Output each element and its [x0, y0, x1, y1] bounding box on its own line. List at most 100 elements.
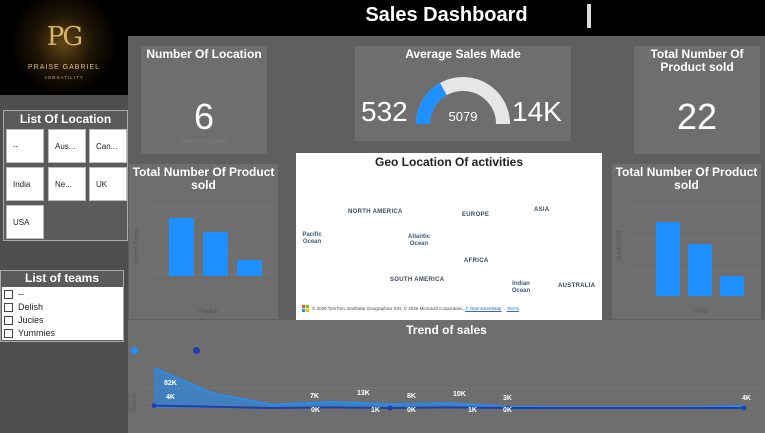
map-label-australia: AUSTRALIA — [558, 283, 596, 289]
trend-point[interactable] — [387, 405, 393, 411]
kpi-products-value: 22 — [676, 96, 718, 137]
kpi-location-card[interactable]: Number Of Location 6 Count of Location — [141, 46, 267, 154]
team-option[interactable]: Jucies — [4, 314, 44, 326]
location-tile[interactable]: Aus... — [48, 129, 86, 163]
bar[interactable] — [720, 276, 744, 296]
location-slicer-title: List Of Location — [19, 112, 112, 126]
checkbox[interactable] — [4, 289, 13, 299]
location-tile[interactable]: -- — [6, 129, 44, 163]
trend-data-label: 3K — [503, 395, 512, 402]
legend-dot-series-1 — [131, 347, 138, 354]
trend-point[interactable] — [151, 403, 157, 408]
team-label: Jucies — [18, 315, 44, 325]
map-label-europe: EUROPE — [462, 212, 490, 218]
trend-data-label: 10K — [453, 391, 466, 398]
trend-data-label: 1K — [468, 407, 477, 414]
microsoft-logo-icon — [302, 305, 309, 312]
kpi-location-sub: Count of Location — [180, 139, 228, 145]
location-tile[interactable]: India — [6, 167, 44, 201]
spid-chart-title: Total Number Of Product sold — [615, 165, 758, 192]
teams-slicer: List of teams -- Delish Jucies Yummies — [0, 270, 124, 342]
gauge-fill — [416, 82, 448, 125]
gauge-min: 532 — [361, 96, 408, 127]
trend-data-label: 1K — [371, 407, 380, 414]
spid-chart-plot — [632, 205, 758, 296]
team-label: -- — [18, 289, 24, 299]
header-bar — [128, 0, 765, 36]
bar[interactable] — [169, 218, 194, 276]
map-label-africa: AFRICA — [464, 258, 489, 264]
location-tile[interactable]: USA — [6, 205, 44, 239]
region-chart-plot — [147, 205, 275, 276]
teams-list: -- Delish Jucies Yummies — [2, 287, 123, 340]
team-label: Delish — [18, 302, 44, 312]
kpi-location-title: Number Of Location — [146, 47, 262, 61]
kpi-products-card[interactable]: Total Number Of Product sold 22 — [634, 46, 760, 154]
trend-data-label: 4K — [742, 395, 751, 402]
trend-data-label: 7K — [310, 393, 319, 400]
map-credit: © 2026 TomTom, Earthstar Geographics SIO… — [312, 306, 519, 311]
spid-chart-xlabel: SPID — [694, 309, 709, 315]
logo-monogram: PG — [46, 22, 83, 52]
map-terms-link[interactable]: Terms — [506, 306, 519, 311]
location-slicer: List Of Location -- Aus... Can... India … — [3, 110, 128, 241]
trend-chart-ylabel: Sum of Amoun... — [126, 387, 138, 412]
trend-data-label: 0K — [311, 407, 320, 414]
kpi-location-value: 6 — [193, 96, 215, 137]
page-title: Sales Dashboard — [365, 4, 528, 26]
location-tile[interactable]: Can... — [89, 129, 127, 163]
spid-chart-card[interactable]: Total Number Of Product sold SUM/KPAR SP… — [612, 164, 761, 319]
gauge-arc — [416, 77, 510, 125]
bar[interactable] — [237, 260, 262, 276]
map-label-atlantic: Atlantic Ocean — [407, 234, 430, 247]
trend-data-label: 0K — [503, 407, 512, 414]
region-chart-card[interactable]: Total Number Of Product sold Sum of Boxe… — [129, 164, 278, 319]
gauge-title: Average Sales Made — [405, 47, 521, 61]
header-divider — [587, 4, 591, 28]
logo-glitter — [0, 0, 128, 95]
bar[interactable] — [688, 244, 712, 296]
checkbox[interactable] — [4, 315, 13, 325]
trend-data-label: 82K — [164, 380, 177, 387]
map-label-south-america: SOUTH AMERICA — [390, 277, 445, 283]
brand-logo: PG PRAISE GABRIEL VERSATILITY — [0, 0, 128, 95]
teams-slicer-title: List of teams — [24, 271, 99, 285]
map-credit-text: © 2026 TomTom, Earthstar Geographics SIO… — [312, 306, 464, 311]
region-chart-title: Total Number Of Product sold — [132, 165, 275, 192]
kpi-products-title: Total Number Of Product sold — [650, 47, 744, 74]
gauge-max: 14K — [512, 96, 562, 127]
trend-data-label: 4K — [166, 394, 175, 401]
map-credit-link[interactable]: © OpenStreetMap — [465, 306, 502, 311]
geo-map-title: Geo Location Of activities — [374, 155, 524, 169]
region-chart-xlabel: Region — [199, 309, 219, 315]
trend-data-label: 0K — [407, 407, 416, 414]
trend-data-label: 8K — [407, 393, 416, 400]
team-option[interactable]: Yummies — [4, 327, 55, 339]
location-tile[interactable]: Ne... — [48, 167, 86, 201]
location-tile[interactable]: UK — [89, 167, 127, 201]
team-option[interactable]: -- — [4, 288, 24, 300]
trend-chart-card[interactable]: Trend of sales Sum of Amoun... 82K 7K 13K 8… — [126, 320, 765, 433]
trend-point[interactable] — [505, 405, 511, 411]
trend-line-series-2 — [153, 404, 744, 410]
gauge-card[interactable]: Average Sales Made 532 14K 5079 — [355, 46, 571, 141]
geo-map[interactable]: Geo Location Of activities NORTH AMERICA… — [296, 153, 602, 320]
region-chart-ylabel: Sum of Boxes — [134, 227, 140, 265]
bar[interactable] — [203, 232, 228, 276]
trend-point[interactable] — [741, 405, 747, 411]
checkbox[interactable] — [4, 302, 13, 312]
trend-chart-title: Trend of sales — [406, 323, 487, 337]
logo-name: PRAISE GABRIEL — [28, 64, 100, 71]
logo-tagline: VERSATILITY — [44, 75, 84, 80]
team-option[interactable]: Delish — [4, 301, 43, 313]
spid-chart-ylabel: SUM/KPAR — [617, 230, 623, 261]
map-label-indian: Indian Ocean — [511, 281, 531, 294]
map-label-pacific: Pacific Ocean — [302, 232, 322, 245]
checkbox[interactable] — [4, 328, 13, 338]
trend-chart-plot — [142, 367, 760, 411]
bar[interactable] — [656, 222, 680, 296]
gauge-value: 5079 — [448, 109, 478, 124]
team-label: Yummies — [18, 328, 56, 338]
trend-data-label: 13K — [357, 390, 370, 397]
map-label-north-america: NORTH AMERICA — [348, 209, 403, 215]
